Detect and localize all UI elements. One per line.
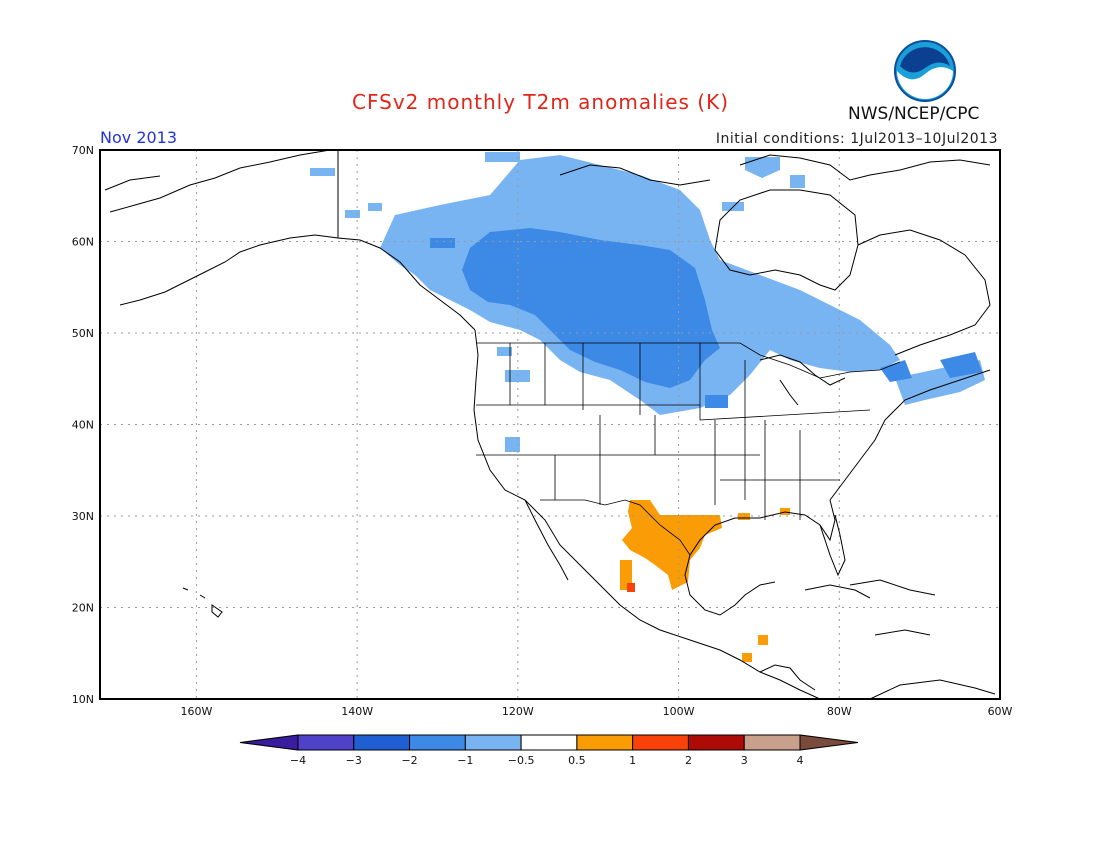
- colorbar-box: [409, 734, 466, 751]
- lon-tick-label: 160W: [180, 705, 212, 718]
- lat-tick-label: 40N: [72, 419, 94, 432]
- political-borders: [476, 342, 901, 556]
- map-frame: [99, 149, 1001, 700]
- lat-tick-label: 50N: [72, 327, 94, 340]
- initial-conditions: Initial conditions: 1Jul2013–10Jul2013: [715, 131, 998, 147]
- colorbar-box: [297, 734, 355, 751]
- colorbar-label: 0.5: [568, 754, 586, 767]
- lat-tick-label: 60N: [72, 236, 94, 249]
- colorbar-box: [464, 734, 522, 751]
- latitude-ticks: 70N 60N 50N 40N 30N 20N 10N: [72, 144, 94, 706]
- colorbar-box: [743, 734, 801, 751]
- colorbar-label: −4: [290, 754, 306, 767]
- colorbar-label: −1: [457, 754, 473, 767]
- colorbar: −4 −3 −2 −1 −0.5 0.5 1 2 3 4: [239, 734, 859, 767]
- colorbar-label: 4: [797, 754, 804, 767]
- colorbar-box: [632, 734, 689, 751]
- colorbar-label: 1: [629, 754, 636, 767]
- colorbar-label: 3: [741, 754, 748, 767]
- colorbar-max-arrow: [799, 734, 859, 751]
- colorbar-label: −2: [401, 754, 417, 767]
- agency-label: NWS/NCEP/CPC: [848, 104, 980, 124]
- longitude-ticks: 160W 140W 120W 100W 80W 60W: [180, 705, 1012, 718]
- lon-tick-label: 120W: [502, 705, 534, 718]
- colorbar-box: [520, 734, 578, 751]
- colorbar-label: −3: [346, 754, 362, 767]
- lat-tick-label: 20N: [72, 602, 94, 615]
- lat-tick-label: 70N: [72, 144, 94, 157]
- colorbar-box: [687, 734, 745, 751]
- colorbar-label: 2: [685, 754, 692, 767]
- lat-tick-label: 10N: [72, 693, 94, 706]
- chart-title: CFSv2 monthly T2m anomalies (K): [352, 90, 729, 114]
- anomaly-cool-core: [430, 228, 982, 408]
- colorbar-box: [353, 734, 411, 751]
- lon-tick-label: 100W: [663, 705, 695, 718]
- map-gridlines: [100, 150, 1000, 699]
- lon-tick-label: 80W: [827, 705, 852, 718]
- coastlines: [104, 150, 996, 699]
- forecast-month: Nov 2013: [100, 128, 178, 147]
- lat-tick-label: 30N: [72, 510, 94, 523]
- anomaly-warm: [620, 500, 790, 662]
- colorbar-min-arrow: [239, 734, 299, 751]
- lon-tick-label: 60W: [988, 705, 1013, 718]
- colorbar-label: −0.5: [508, 754, 535, 767]
- anomaly-warm-strong: [627, 583, 635, 592]
- colorbar-box: [576, 734, 634, 751]
- noaa-logo: [894, 40, 956, 102]
- lon-tick-label: 140W: [341, 705, 373, 718]
